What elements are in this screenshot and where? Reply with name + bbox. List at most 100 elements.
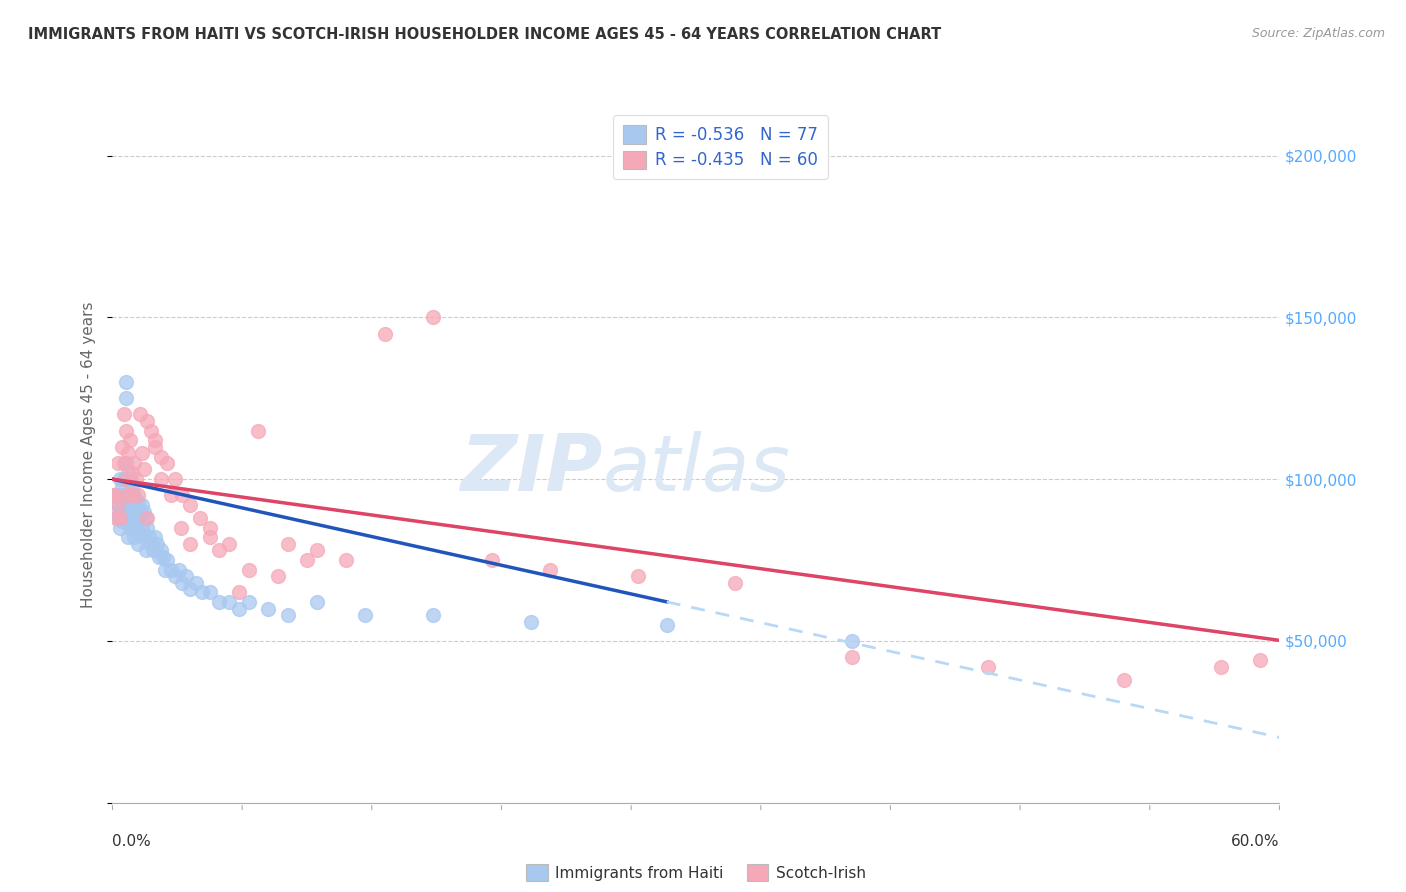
Point [111, 498, 134, 512]
Point [105, 511, 128, 525]
Point [111, 440, 134, 454]
Point [131, 498, 153, 512]
Point [125, 517, 148, 532]
Point [247, 424, 270, 438]
Point [172, 488, 194, 502]
Point [218, 537, 240, 551]
Point [112, 456, 135, 470]
Point [131, 446, 153, 460]
Point [218, 595, 240, 609]
Point [163, 569, 186, 583]
Point [136, 414, 159, 428]
Point [150, 450, 173, 464]
Point [295, 553, 318, 567]
Point [305, 543, 328, 558]
Point [146, 537, 169, 551]
Point [150, 472, 173, 486]
Point [112, 488, 135, 502]
Point [335, 553, 357, 567]
Point [127, 495, 149, 509]
Point [128, 408, 150, 422]
Y-axis label: Householder Income Ages 45 - 64 years: Householder Income Ages 45 - 64 years [82, 301, 97, 608]
Point [152, 549, 174, 564]
Point [121, 482, 143, 496]
Point [122, 488, 145, 502]
Point [143, 434, 166, 448]
Point [110, 488, 132, 502]
Point [167, 563, 190, 577]
Point [267, 569, 290, 583]
Point [121, 488, 143, 502]
Point [115, 498, 138, 512]
Point [112, 408, 135, 422]
Point [148, 549, 170, 564]
Point [121, 498, 143, 512]
Point [115, 456, 138, 470]
Point [132, 504, 155, 518]
Point [115, 472, 138, 486]
Point [153, 563, 176, 577]
Point [117, 488, 139, 502]
Point [198, 585, 221, 599]
Point [138, 531, 160, 545]
Point [127, 537, 149, 551]
Text: atlas: atlas [603, 431, 790, 507]
Point [110, 472, 132, 486]
Point [141, 424, 163, 438]
Point [156, 553, 179, 567]
Point [160, 563, 183, 577]
Point [191, 585, 214, 599]
Point [1112, 673, 1135, 687]
Text: Source: ZipAtlas.com: Source: ZipAtlas.com [1251, 27, 1385, 40]
Point [115, 375, 138, 389]
Point [519, 615, 541, 629]
Point [1249, 653, 1271, 667]
Point [115, 392, 138, 406]
Point [136, 521, 159, 535]
Point [136, 511, 159, 525]
Point [228, 585, 250, 599]
Point [238, 563, 260, 577]
Point [111, 478, 134, 492]
Point [422, 310, 444, 325]
Point [169, 521, 191, 535]
Point [117, 488, 139, 502]
Point [117, 511, 139, 525]
Point [135, 543, 157, 558]
Point [188, 511, 211, 525]
Point [135, 511, 157, 525]
Point [257, 601, 280, 615]
Point [103, 488, 125, 502]
Point [118, 504, 141, 518]
Point [184, 575, 207, 590]
Point [122, 511, 145, 525]
Point [115, 424, 138, 438]
Point [150, 543, 173, 558]
Point [238, 595, 260, 609]
Point [156, 456, 179, 470]
Point [132, 462, 155, 476]
Point [117, 466, 139, 480]
Point [105, 488, 128, 502]
Point [112, 472, 135, 486]
Point [142, 543, 165, 558]
Point [163, 472, 186, 486]
Point [107, 456, 129, 470]
Point [141, 537, 163, 551]
Point [841, 650, 863, 665]
Point [841, 634, 863, 648]
Point [122, 456, 145, 470]
Point [172, 575, 194, 590]
Text: ZIP: ZIP [460, 431, 603, 507]
Point [305, 595, 328, 609]
Point [143, 531, 166, 545]
Point [176, 569, 198, 583]
Point [198, 531, 221, 545]
Point [103, 488, 125, 502]
Point [160, 488, 183, 502]
Point [976, 660, 998, 674]
Point [121, 466, 143, 480]
Point [118, 472, 141, 486]
Point [179, 582, 201, 597]
Point [105, 488, 128, 502]
